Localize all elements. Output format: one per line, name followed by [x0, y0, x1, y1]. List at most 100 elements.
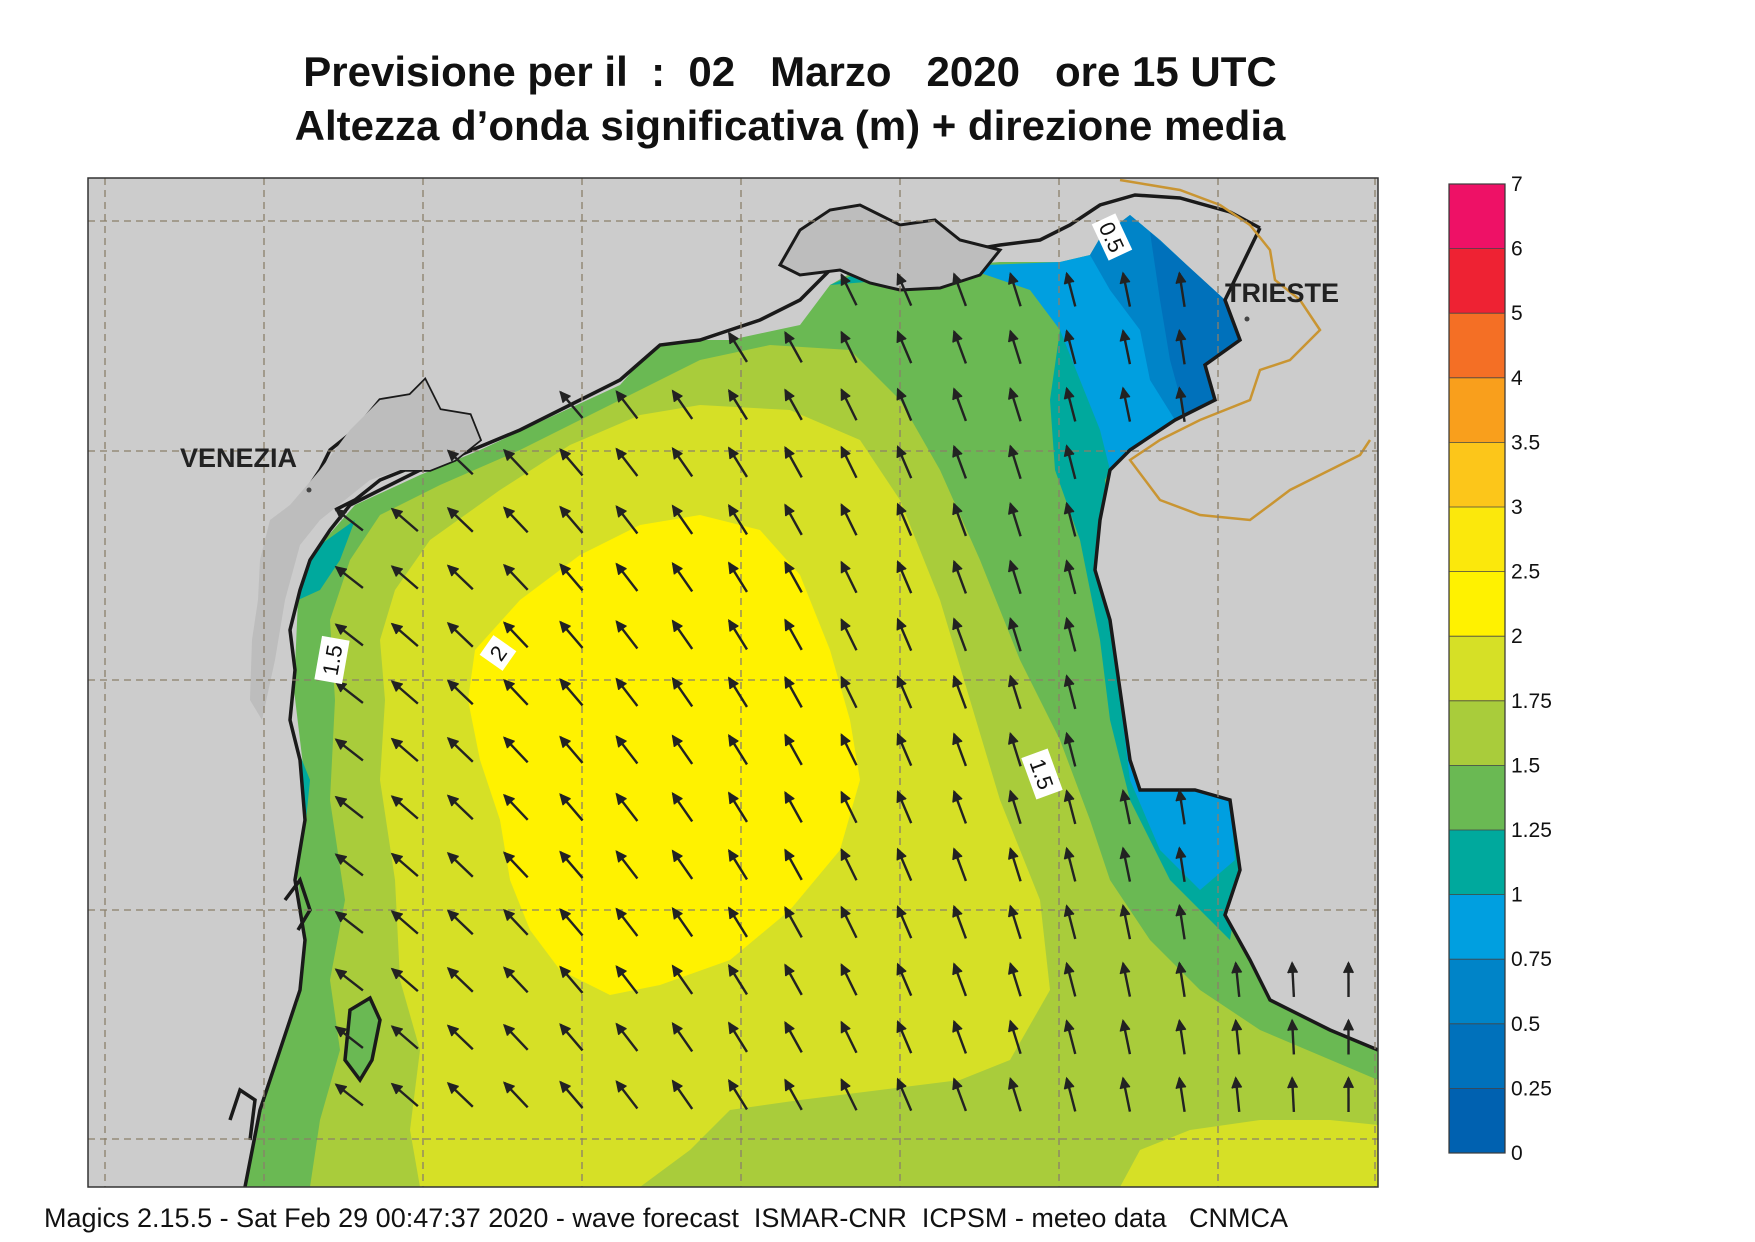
wave-direction-arrow: [952, 559, 968, 594]
wave-direction-arrow: [671, 907, 694, 938]
wave-direction-arrow: [1287, 1076, 1299, 1113]
legend-swatch: [1449, 830, 1505, 896]
wave-direction-arrow: [1063, 731, 1077, 767]
wave-direction-arrow: [1231, 1076, 1243, 1113]
wave-direction-arrow: [840, 503, 858, 536]
wave-direction-arrow: [1008, 962, 1022, 997]
wave-direction-arrow: [952, 674, 968, 709]
wave-direction-arrow: [671, 1022, 694, 1053]
wave-direction-arrow: [896, 1020, 913, 1054]
wave-direction-arrow: [784, 963, 803, 996]
legend-tick-label: 2.5: [1511, 561, 1540, 584]
wave-direction-arrow: [1342, 1076, 1354, 1113]
wave-direction-arrow: [1119, 961, 1132, 997]
wave-direction-arrow: [503, 966, 529, 994]
wave-direction-arrow: [840, 790, 858, 824]
wave-direction-arrow: [615, 965, 639, 995]
wave-direction-arrow: [952, 732, 968, 767]
wave-direction-arrow: [615, 792, 639, 822]
wave-direction-arrow: [1175, 1076, 1187, 1112]
wave-direction-arrow: [1063, 329, 1077, 365]
wave-direction-arrow: [615, 677, 639, 707]
wave-direction-arrow: [1063, 444, 1077, 480]
wave-direction-arrow: [446, 736, 474, 763]
wave-direction-arrow: [1119, 271, 1132, 307]
legend-swatch: [1449, 248, 1505, 314]
band-1.75-2-south: [1120, 1120, 1378, 1187]
wave-direction-arrow: [1008, 1077, 1022, 1112]
wave-direction-arrow: [559, 793, 584, 822]
wave-direction-arrow: [559, 390, 584, 419]
wave-direction-arrow: [1342, 961, 1354, 998]
legend-tick-label: 1: [1511, 884, 1523, 907]
wave-direction-arrow: [390, 680, 419, 705]
land-istria: [1095, 225, 1378, 1050]
wave-direction-arrow: [334, 910, 364, 934]
wave-direction-arrow: [1342, 1018, 1354, 1055]
wave-direction-arrow: [952, 617, 968, 652]
wave-direction-arrow: [896, 675, 913, 709]
wave-direction-arrow: [728, 331, 748, 363]
wave-direction-arrow: [1008, 732, 1022, 767]
wave-direction-arrow: [1175, 788, 1187, 825]
wave-direction-arrow: [1063, 386, 1077, 422]
wave-direction-arrow: [1175, 903, 1187, 940]
wave-direction-arrow: [559, 563, 584, 592]
wave-direction-arrow: [784, 388, 803, 421]
place-label-venezia: VENEZIA: [180, 443, 297, 473]
wave-direction-arrow: [784, 1078, 803, 1111]
color-legend: 7 6 5 4 3.5 3 2.5 2 1.75 1.5 1.25 1 0.75 0.5 0.25 0: [1448, 173, 1552, 1165]
legend-swatch: [1449, 442, 1505, 508]
wave-direction-arrow: [840, 388, 858, 421]
legend-tick-label: 0.5: [1511, 1013, 1540, 1036]
wave-direction-arrow: [952, 502, 968, 537]
wave-direction-arrow: [728, 906, 748, 938]
land-venezia-lagoon-fill: [250, 380, 480, 720]
wave-direction-arrow: [503, 908, 529, 936]
wave-direction-arrow: [840, 273, 858, 306]
wave-direction-arrow: [671, 447, 694, 478]
legend-swatch: [1449, 1023, 1505, 1089]
place-label-trieste: TRIESTE: [1225, 278, 1339, 308]
legend-swatch: [1449, 700, 1505, 766]
wave-direction-arrow: [390, 565, 419, 590]
wave-direction-arrow: [896, 272, 913, 307]
wave-direction-arrow: [840, 848, 858, 881]
wave-direction-arrow: [446, 564, 474, 591]
legend-swatch: [1449, 313, 1505, 379]
wave-direction-arrow: [503, 793, 529, 821]
wave-direction-arrow: [952, 1077, 968, 1112]
wave-direction-arrow: [334, 795, 364, 819]
wave-direction-arrow: [1063, 1076, 1077, 1112]
wave-direction-arrow: [896, 732, 913, 767]
wave-direction-arrow: [896, 502, 913, 537]
wave-direction-arrow: [840, 1020, 858, 1054]
wave-direction-arrow: [1119, 1076, 1132, 1112]
wave-direction-arrow: [1063, 846, 1077, 882]
wave-direction-arrow: [784, 733, 803, 766]
wave-direction-arrow: [671, 849, 694, 880]
wave-direction-arrow: [390, 795, 419, 820]
wave-direction-arrow: [559, 448, 584, 477]
wave-direction-arrow: [671, 619, 694, 650]
contour-label-1: 1.5: [314, 635, 350, 685]
footer-credits: Magics 2.15.5 - Sat Feb 29 00:47:37 2020…: [44, 1203, 1289, 1233]
wave-direction-arrow: [840, 1078, 858, 1111]
wave-direction-arrow: [446, 679, 474, 706]
map-frame: [88, 178, 1378, 1187]
wave-direction-arrow: [390, 1082, 419, 1108]
wave-direction-arrow: [390, 967, 419, 993]
wave-direction-arrow: [1008, 847, 1022, 882]
wave-direction-arrow: [334, 508, 364, 532]
wave-direction-arrow: [840, 330, 858, 364]
wave-direction-arrow: [559, 620, 584, 649]
wave-direction-arrow: [671, 389, 694, 420]
wave-direction-arrow: [896, 1077, 913, 1112]
wave-direction-arrow: [1063, 1019, 1077, 1055]
wave-direction-arrow: [671, 562, 694, 593]
wave-direction-arrow: [952, 444, 968, 479]
wave-direction-arrow: [390, 737, 419, 763]
wave-direction-arrow: [952, 904, 968, 939]
wave-direction-arrow: [728, 791, 748, 823]
wave-direction-arrow: [1063, 616, 1077, 652]
